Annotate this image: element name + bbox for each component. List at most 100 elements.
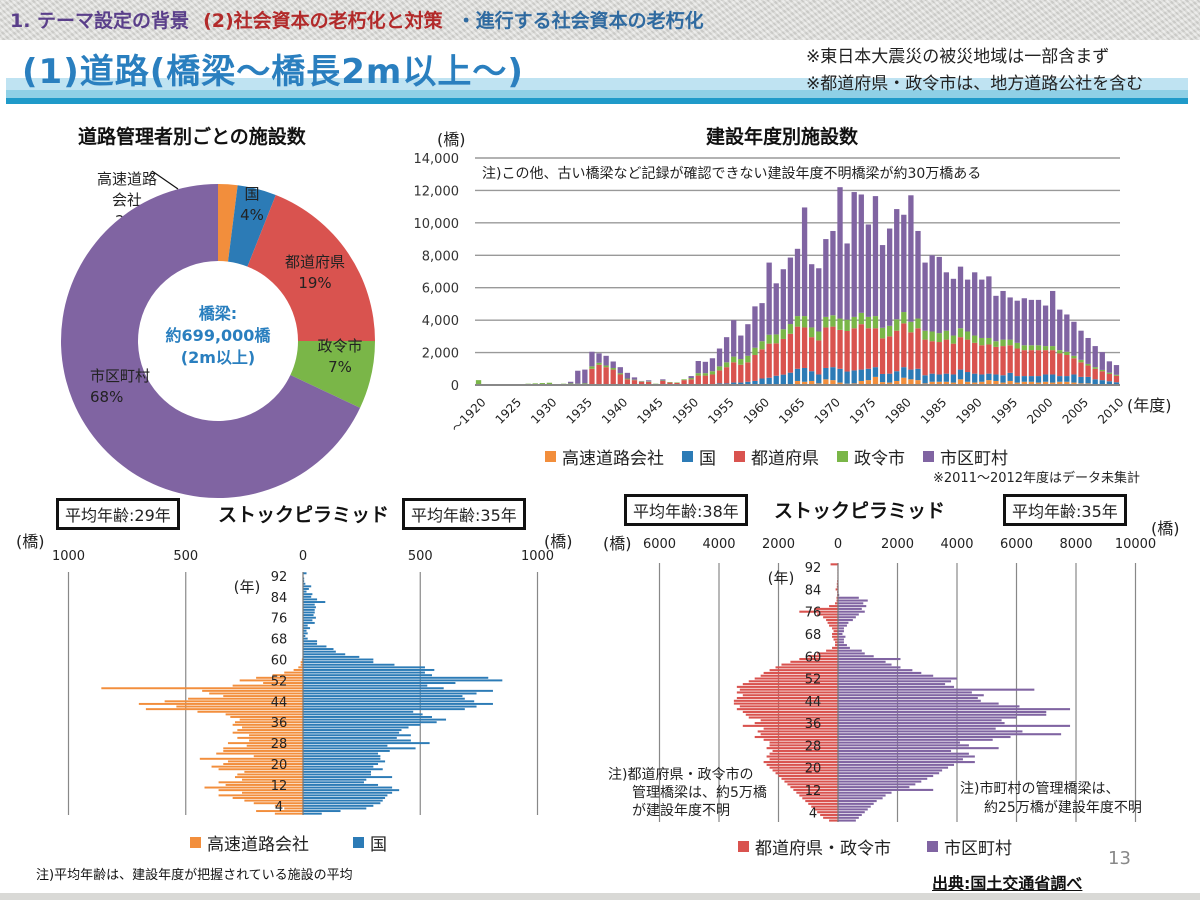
pyramid-bar-right-age-8 [303, 794, 388, 797]
bar-segment [1099, 352, 1105, 370]
bar-segment [1085, 365, 1091, 377]
pyramid-bar-left-age-36 [754, 722, 838, 725]
bar-1994 [1000, 290, 1006, 385]
bar-segment [589, 366, 595, 369]
bar-segment [950, 343, 957, 375]
bar-segment [716, 366, 723, 371]
bar-segment [986, 337, 992, 345]
pyramid-bar-right-age-41 [303, 708, 465, 711]
bar-segment [794, 316, 801, 327]
pyramid-bar-right-age-74 [303, 621, 315, 624]
breadcrumb-section: 1. テーマ設定の背景 [10, 10, 190, 32]
bar-segment [894, 319, 900, 331]
bar-segment [1078, 376, 1084, 384]
bar-segment [1078, 359, 1084, 363]
pyramid-bar-right-age-11 [303, 786, 393, 789]
bar-segment [1092, 367, 1098, 369]
pyramid-bar-right-age-18 [303, 768, 383, 771]
pyramid-bar-right-age-38 [838, 716, 1017, 719]
bar-segment [738, 364, 744, 383]
bar-segment [738, 359, 744, 365]
bar-segment [872, 196, 879, 317]
pyramid-bar-left-age-30 [763, 738, 838, 741]
legend-swatch-pref-city [738, 841, 749, 852]
pyramid-bar-left-age-17 [778, 774, 838, 778]
bar-segment [787, 333, 794, 373]
pyramid-bar-left-age-75 [817, 613, 838, 616]
pyramid-bar-right-age-4 [838, 811, 865, 814]
bar-segment [858, 369, 864, 381]
pyramid-bar-left-age-41 [736, 708, 838, 711]
bar-1975 [865, 224, 872, 385]
bar-segment [759, 341, 765, 350]
bar-1985 [936, 256, 942, 385]
age-tick-label: 60 [271, 654, 288, 669]
bar-segment [844, 371, 850, 384]
bar-segment [1113, 374, 1120, 376]
pyramid-bar-left-age-50 [232, 684, 303, 687]
bar-segment [872, 376, 879, 385]
bar-1999 [1035, 299, 1042, 385]
y-tick-label: 12,000 [414, 184, 460, 199]
pyramid-bar-left-age-49 [101, 687, 303, 690]
pyramid-bar-right-age-59 [303, 661, 374, 664]
bar-segment [879, 373, 886, 383]
bar-segment [624, 379, 631, 385]
bar-segment [1064, 355, 1070, 377]
bar-segment [886, 373, 893, 383]
bar-segment [738, 335, 744, 360]
pyramid-bar-right-age-70 [303, 632, 308, 635]
pyramid-bar-right-age-69 [838, 630, 844, 633]
pyramid-bar-right-age-70 [838, 627, 844, 630]
pyramid-bar-right-age-46 [838, 694, 984, 697]
legend-label-expressway-pyramid: 高速道路会社 [207, 835, 309, 855]
pyramid-bar-left-age-10 [799, 794, 838, 797]
age-tick-label: 92 [805, 561, 822, 576]
pyramid-bar-right-age-68 [838, 632, 843, 636]
age-tick-label: 20 [271, 758, 288, 773]
pyramid-bar-left-age-51 [748, 680, 838, 683]
bar-segment [731, 356, 737, 363]
bar-1988 [957, 266, 964, 385]
pyramid-bar-right-age-51 [838, 680, 952, 683]
pyramid-bar-right-age-19 [303, 765, 374, 768]
pyramid-bar-right-age-76 [303, 616, 316, 619]
x-tick-label: 1000 [521, 549, 554, 564]
bar-segment [1042, 305, 1049, 347]
bar-1939 [610, 361, 616, 385]
bar-segment [830, 367, 836, 381]
bar-segment [1021, 345, 1027, 351]
bar-1940 [617, 367, 623, 385]
pyramid-bar-left-age-42 [176, 705, 303, 708]
pyramid-bar-right-age-74 [838, 616, 856, 619]
pyramid-bar-right-age-78 [838, 605, 867, 608]
age-tick-label: 20 [805, 762, 822, 777]
bar-1967 [809, 264, 815, 385]
x-tick-label: 500 [173, 549, 198, 564]
x-tick-label: 6000 [1000, 537, 1033, 552]
pyramid-bar-right-age-35 [303, 723, 421, 726]
bar-segment [1000, 375, 1006, 383]
bar-segment [1035, 382, 1042, 385]
pyramid-bar-right-age-10 [303, 789, 400, 792]
bar-1920 [475, 380, 482, 385]
bar-segment [986, 276, 992, 338]
pyramid-bar-left-age-35 [742, 724, 838, 727]
pyramid-bar-left-age-26 [223, 747, 303, 750]
pyramid-bar-right-age-48 [838, 688, 1035, 691]
bar-segment [809, 327, 815, 338]
pyramid-bar-right-age-85 [303, 593, 313, 596]
bar-segment [582, 369, 588, 384]
bar-segment [716, 348, 723, 367]
bar-segment [1014, 300, 1020, 343]
bar-segment [1028, 299, 1035, 346]
bar-segment [993, 380, 999, 385]
donut-slice-name: 政令市 [317, 337, 362, 355]
pyramid-bar-right-age-3 [838, 813, 862, 817]
age-tick-label: 76 [271, 612, 288, 627]
bar-segment [1042, 374, 1049, 382]
bar-segment [894, 380, 900, 385]
bar-segment [964, 331, 971, 340]
bar-segment [886, 325, 893, 337]
